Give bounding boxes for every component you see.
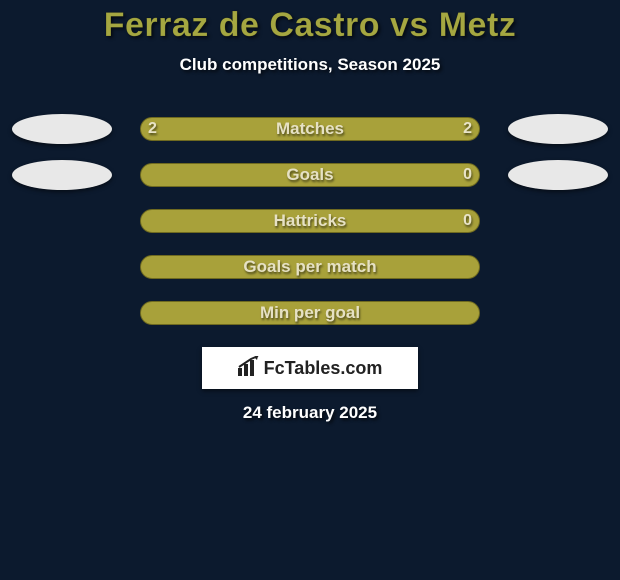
stat-bar [140, 117, 480, 141]
team-badge-left [12, 114, 112, 144]
stat-row: Goals per match [0, 255, 620, 279]
stat-value-left: 2 [148, 117, 157, 141]
stat-bar [140, 301, 480, 325]
stat-row: Hattricks0 [0, 209, 620, 233]
stat-value-right: 0 [463, 163, 472, 187]
page-title: Ferraz de Castro vs Metz [0, 0, 620, 45]
stat-bar [140, 163, 480, 187]
stat-bar [140, 209, 480, 233]
team-badge-right [508, 114, 608, 144]
brand-card: FcTables.com [202, 347, 418, 389]
stat-row: Matches22 [0, 117, 620, 141]
team-badge-right [508, 160, 608, 190]
brand-bar-icon [238, 356, 260, 381]
stat-value-right: 2 [463, 117, 472, 141]
stat-bar [140, 255, 480, 279]
stat-value-right: 0 [463, 209, 472, 233]
brand-text: FcTables.com [264, 358, 383, 379]
page-subtitle: Club competitions, Season 2025 [0, 55, 620, 75]
team-badge-left [12, 160, 112, 190]
stat-row: Goals0 [0, 163, 620, 187]
stats-container: Matches22Goals0Hattricks0Goals per match… [0, 117, 620, 325]
stat-row: Min per goal [0, 301, 620, 325]
footer-date: 24 february 2025 [0, 403, 620, 423]
